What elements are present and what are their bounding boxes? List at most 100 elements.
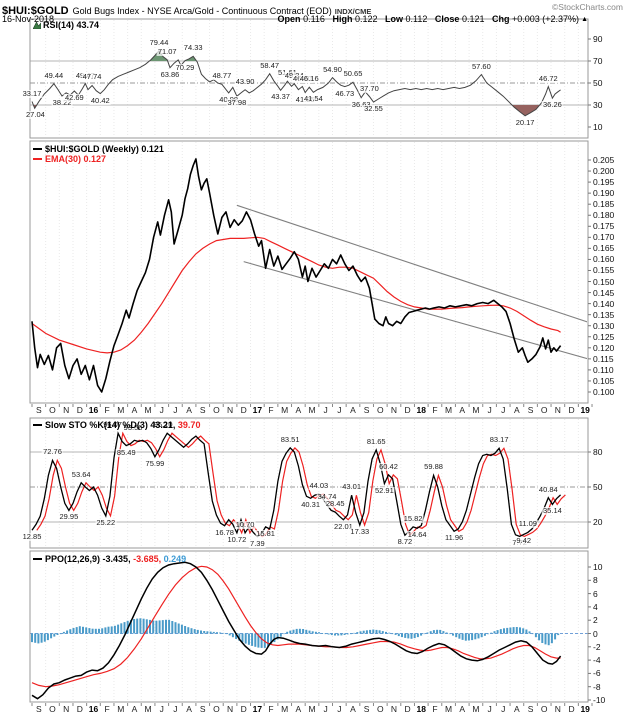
- value-callout: 7.39: [249, 538, 266, 548]
- x-axis-label: A: [186, 405, 192, 415]
- close-value: 0.121: [461, 14, 485, 24]
- sto-d-value: 39.70: [177, 420, 201, 430]
- x-axis-label: N: [63, 704, 70, 714]
- x-axis-label: F: [104, 405, 110, 415]
- x-axis-label: 18: [416, 405, 427, 415]
- value-callout: 36.26: [542, 100, 563, 110]
- value-callout: 54.90: [322, 64, 343, 74]
- x-axis-label: N: [390, 704, 398, 714]
- rsi-legend-label: RSI(14): [43, 20, 75, 30]
- y-axis-label: 0.160: [593, 254, 615, 265]
- x-axis-label: O: [49, 704, 56, 714]
- y-axis-label: 0.100: [593, 387, 615, 397]
- value-callout: 50.65: [342, 69, 364, 79]
- x-axis-label: S: [199, 704, 206, 714]
- x-axis-label: 17: [252, 704, 263, 714]
- x-axis-label: A: [131, 405, 138, 415]
- x-axis-label: O: [376, 704, 384, 714]
- x-axis-label: J: [487, 704, 492, 714]
- y-axis-label: 0.185: [593, 199, 615, 210]
- value-callout: 34.74: [316, 491, 338, 501]
- x-axis-label: J: [487, 405, 492, 415]
- y-axis-label: -8: [593, 681, 601, 692]
- y-axis-label: 90: [593, 34, 603, 44]
- x-axis-label: O: [540, 405, 548, 415]
- value-callout: 42.69: [63, 93, 85, 103]
- x-axis-label: 18: [416, 704, 427, 714]
- y-axis-label: 10: [593, 122, 603, 132]
- x-axis-label: M: [308, 405, 316, 415]
- ppo-legend-label: PPO(12,26,9): [45, 554, 101, 564]
- y-axis-label: 20: [593, 517, 603, 527]
- value-callout: 72.76: [42, 447, 63, 457]
- value-callout: 35.14: [542, 506, 563, 516]
- value-callout: 33.17: [21, 88, 43, 98]
- value-callout: 40.31: [300, 500, 322, 510]
- y-axis-label: 8: [593, 575, 598, 586]
- chg-value: +0.003 (+2.37%): [512, 14, 580, 24]
- x-axis-label: S: [199, 405, 206, 415]
- x-axis-label: O: [540, 704, 548, 714]
- y-axis-label: 50: [593, 482, 603, 492]
- value-callout: 41.54: [302, 94, 324, 104]
- y-axis-label: 0.205: [593, 155, 615, 165]
- value-callout: 43.37: [270, 92, 291, 102]
- chart-date: 16-Nov-2018: [2, 14, 55, 24]
- value-callout: 85.49: [115, 447, 137, 457]
- value-callout: 43.90: [234, 76, 256, 86]
- low-label: Low: [385, 14, 404, 24]
- x-axis-label: 16: [88, 704, 99, 714]
- x-axis-label: A: [350, 405, 356, 415]
- price-legend: $HUI:$GOLD (Weekly) 0.121 EMA(30) 0.127: [33, 144, 164, 164]
- y-axis-label: 80: [593, 447, 603, 457]
- y-axis-label: 0: [593, 628, 598, 639]
- x-axis-label: N: [554, 704, 561, 714]
- price-legend-value: 0.121: [141, 144, 164, 154]
- x-axis-label: D: [76, 405, 83, 415]
- rsi-legend: RSI(14) 43.74: [32, 20, 100, 30]
- y-axis-label: 2: [593, 615, 598, 626]
- sto-legend: Slow STO %K(14) %D(3) 43.21, 39.70: [33, 420, 200, 430]
- y-axis-label: 0.200: [593, 166, 615, 177]
- low-value: 0.112: [405, 14, 428, 24]
- ppo-line-swatch: [33, 558, 42, 560]
- x-axis-label: N: [226, 405, 234, 415]
- ticker-description: Gold Bugs Index - NYSE Arca/Gold - Conti…: [72, 6, 332, 16]
- value-callout: 10.70: [234, 519, 256, 529]
- rsi-legend-value: 43.74: [76, 20, 100, 30]
- value-callout: 28.45: [324, 499, 346, 509]
- x-axis-label: J: [323, 704, 328, 714]
- x-axis-label: M: [308, 704, 316, 714]
- x-axis-label: O: [49, 405, 56, 415]
- x-axis-label: J: [337, 704, 342, 714]
- y-axis-label: 0.180: [593, 210, 615, 221]
- x-axis-label: D: [568, 405, 575, 415]
- x-axis-label: M: [144, 405, 152, 415]
- x-axis-label: M: [117, 405, 125, 415]
- x-axis-label: D: [76, 704, 83, 714]
- chg-label: Chg: [491, 14, 510, 24]
- value-callout: 9.42: [515, 536, 533, 546]
- y-axis-label: -10: [593, 695, 606, 705]
- exchange-label: INDX/CME: [334, 7, 372, 16]
- x-axis-label: A: [295, 405, 302, 415]
- y-axis-label: -4: [593, 655, 601, 666]
- value-callout: 93.56: [122, 423, 144, 433]
- x-axis-label: O: [213, 405, 220, 415]
- y-axis-label: 0.195: [593, 177, 615, 188]
- value-callout: 47.74: [81, 72, 103, 82]
- x-axis-label: N: [390, 405, 398, 415]
- value-callout: 37.70: [358, 83, 380, 93]
- x-axis-label: M: [445, 704, 453, 714]
- x-axis-label: D: [240, 405, 247, 415]
- value-callout: 36.63: [350, 99, 372, 109]
- y-axis-label: 0.175: [593, 221, 615, 232]
- value-callout: 8.72: [396, 537, 414, 547]
- value-callout: 52.91: [374, 485, 395, 495]
- y-axis-label: 6: [593, 588, 598, 599]
- value-callout: 81.65: [365, 437, 387, 447]
- x-axis-label: A: [514, 405, 520, 415]
- ema-line-swatch: [33, 158, 42, 160]
- x-axis-label: S: [363, 704, 370, 714]
